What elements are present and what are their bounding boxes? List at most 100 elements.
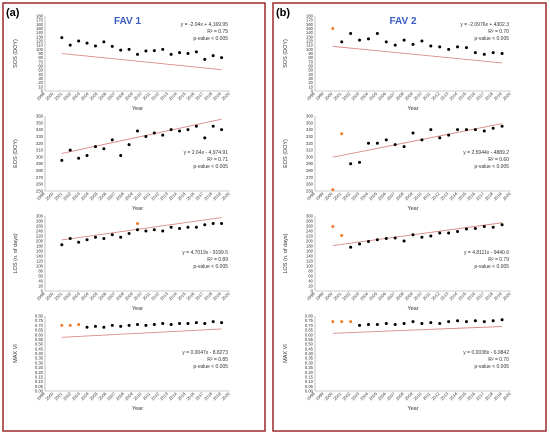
x-tick-label: 2012 [430, 391, 441, 402]
y-tick-label: 70 [308, 59, 313, 64]
equation-text: R² = 0.70 [488, 357, 509, 363]
panel-border [272, 2, 547, 432]
x-tick-label: 2000 [44, 191, 55, 202]
data-point [384, 237, 388, 240]
data-point [482, 320, 486, 324]
x-tick-label: 2002 [62, 291, 73, 302]
data-point [491, 126, 495, 130]
y-tick-label: 300 [36, 154, 44, 159]
y-tick-label: 150 [306, 26, 314, 31]
data-point [152, 228, 156, 232]
y-tick-label: 320 [306, 141, 314, 146]
x-tick-label: 2019 [493, 191, 504, 202]
chart-4: 0.000.050.100.150.200.250.300.350.400.45… [13, 314, 231, 413]
chart-3: 0204060801001201401601802002202402602803… [13, 214, 231, 313]
chart-3: 0204060801001201401601802002202402602803… [283, 214, 512, 313]
x-tick-label: 1998 [36, 391, 47, 402]
x-tick-label: 2016 [185, 191, 196, 202]
trend-line [61, 118, 222, 154]
y-tick-label: 140 [36, 30, 44, 35]
y-tick-label: 340 [306, 127, 314, 132]
x-tick-label: 2003 [71, 91, 82, 102]
x-tick-label: 2003 [71, 191, 82, 202]
equation-text: p-value < 0.005 [193, 36, 228, 42]
y-tick-label: 60 [38, 64, 43, 69]
x-tick-label: 2007 [386, 391, 397, 402]
x-tick-label: 2001 [53, 291, 64, 302]
x-tick-label: 2008 [115, 291, 126, 302]
data-point [186, 52, 190, 55]
x-axis-title: Year [132, 306, 143, 312]
y-tick-label: 200 [306, 239, 314, 244]
x-tick-label: 2000 [44, 91, 55, 102]
data-point [194, 225, 198, 229]
x-tick-label: 2011 [142, 191, 152, 201]
data-point [473, 227, 477, 230]
outlier-point [340, 234, 344, 237]
x-tick-label: 2008 [395, 191, 406, 202]
x-tick-label: 2010 [132, 191, 143, 202]
x-tick-label: 2014 [168, 191, 179, 202]
y-tick-label: 280 [36, 168, 44, 173]
chart-1: FAV 201020304050607080901001101201301401… [283, 14, 512, 113]
x-tick-label: 2010 [412, 291, 423, 302]
x-tick-label: 2014 [168, 291, 179, 302]
x-tick-label: 2008 [115, 191, 126, 202]
x-tick-label: 2014 [448, 291, 459, 302]
y-axis-title: EOS (DOY) [13, 139, 19, 168]
data-point [429, 128, 433, 132]
x-tick-label: 2019 [212, 291, 223, 302]
y-tick-label: 270 [36, 175, 44, 180]
x-tick-label: 2017 [475, 291, 486, 302]
y-tick-label: 0.10 [35, 379, 44, 384]
y-tick-label: 20 [308, 80, 313, 85]
data-point [211, 222, 215, 225]
y-tick-label: 20 [38, 80, 43, 85]
data-point [93, 145, 97, 149]
y-axis-title: LOS (n. of days) [283, 233, 289, 273]
y-tick-label: 310 [306, 148, 314, 153]
y-tick-label: 0.65 [35, 328, 44, 333]
data-point [161, 47, 165, 51]
x-tick-label: 1998 [306, 291, 317, 302]
data-point [93, 44, 97, 48]
y-tick-label: 40 [308, 72, 313, 77]
y-tick-label: 140 [306, 30, 314, 35]
data-point [220, 56, 224, 60]
y-tick-label: 120 [36, 259, 44, 264]
equation-text: p-value < 0.005 [474, 164, 509, 170]
y-tick-label: 300 [306, 154, 314, 159]
x-tick-label: 2012 [150, 291, 161, 302]
data-point [102, 147, 106, 151]
x-tick-label: 2004 [359, 91, 370, 102]
y-axis-title: LOS (n. of days) [13, 233, 19, 273]
x-tick-label: 2010 [412, 91, 423, 102]
x-tick-label: 2011 [142, 91, 152, 101]
y-tick-label: 0.70 [305, 323, 314, 328]
data-point [366, 240, 370, 243]
data-point [375, 238, 379, 242]
x-tick-label: 2014 [448, 391, 459, 402]
equation-text: y = -2.04x + 4,169.95 [181, 22, 228, 28]
x-tick-label: 2009 [404, 391, 415, 402]
equation-text: p-value < 0.005 [474, 364, 509, 370]
x-tick-label: 2006 [377, 191, 388, 202]
panel-b: (b)FAV 201020304050607080901001101201301… [272, 2, 547, 432]
y-tick-label: 0.45 [35, 346, 44, 351]
chart-1: FAV 101020304050607080901001101201301401… [13, 14, 231, 113]
x-tick-label: 2019 [212, 391, 223, 402]
y-tick-label: 100 [306, 264, 314, 269]
equation-text: p-value < 0.005 [193, 164, 228, 170]
data-point [119, 48, 123, 52]
x-tick-label: 1998 [306, 91, 317, 102]
y-tick-label: 220 [36, 234, 44, 239]
y-tick-label: 0.45 [305, 346, 314, 351]
x-tick-label: 2013 [159, 91, 170, 102]
data-point [464, 227, 468, 231]
x-tick-label: 2013 [439, 91, 450, 102]
y-tick-label: 40 [38, 279, 43, 284]
data-point [68, 148, 72, 152]
y-tick-label: 20 [38, 284, 43, 289]
y-tick-label: 0.20 [35, 370, 44, 375]
